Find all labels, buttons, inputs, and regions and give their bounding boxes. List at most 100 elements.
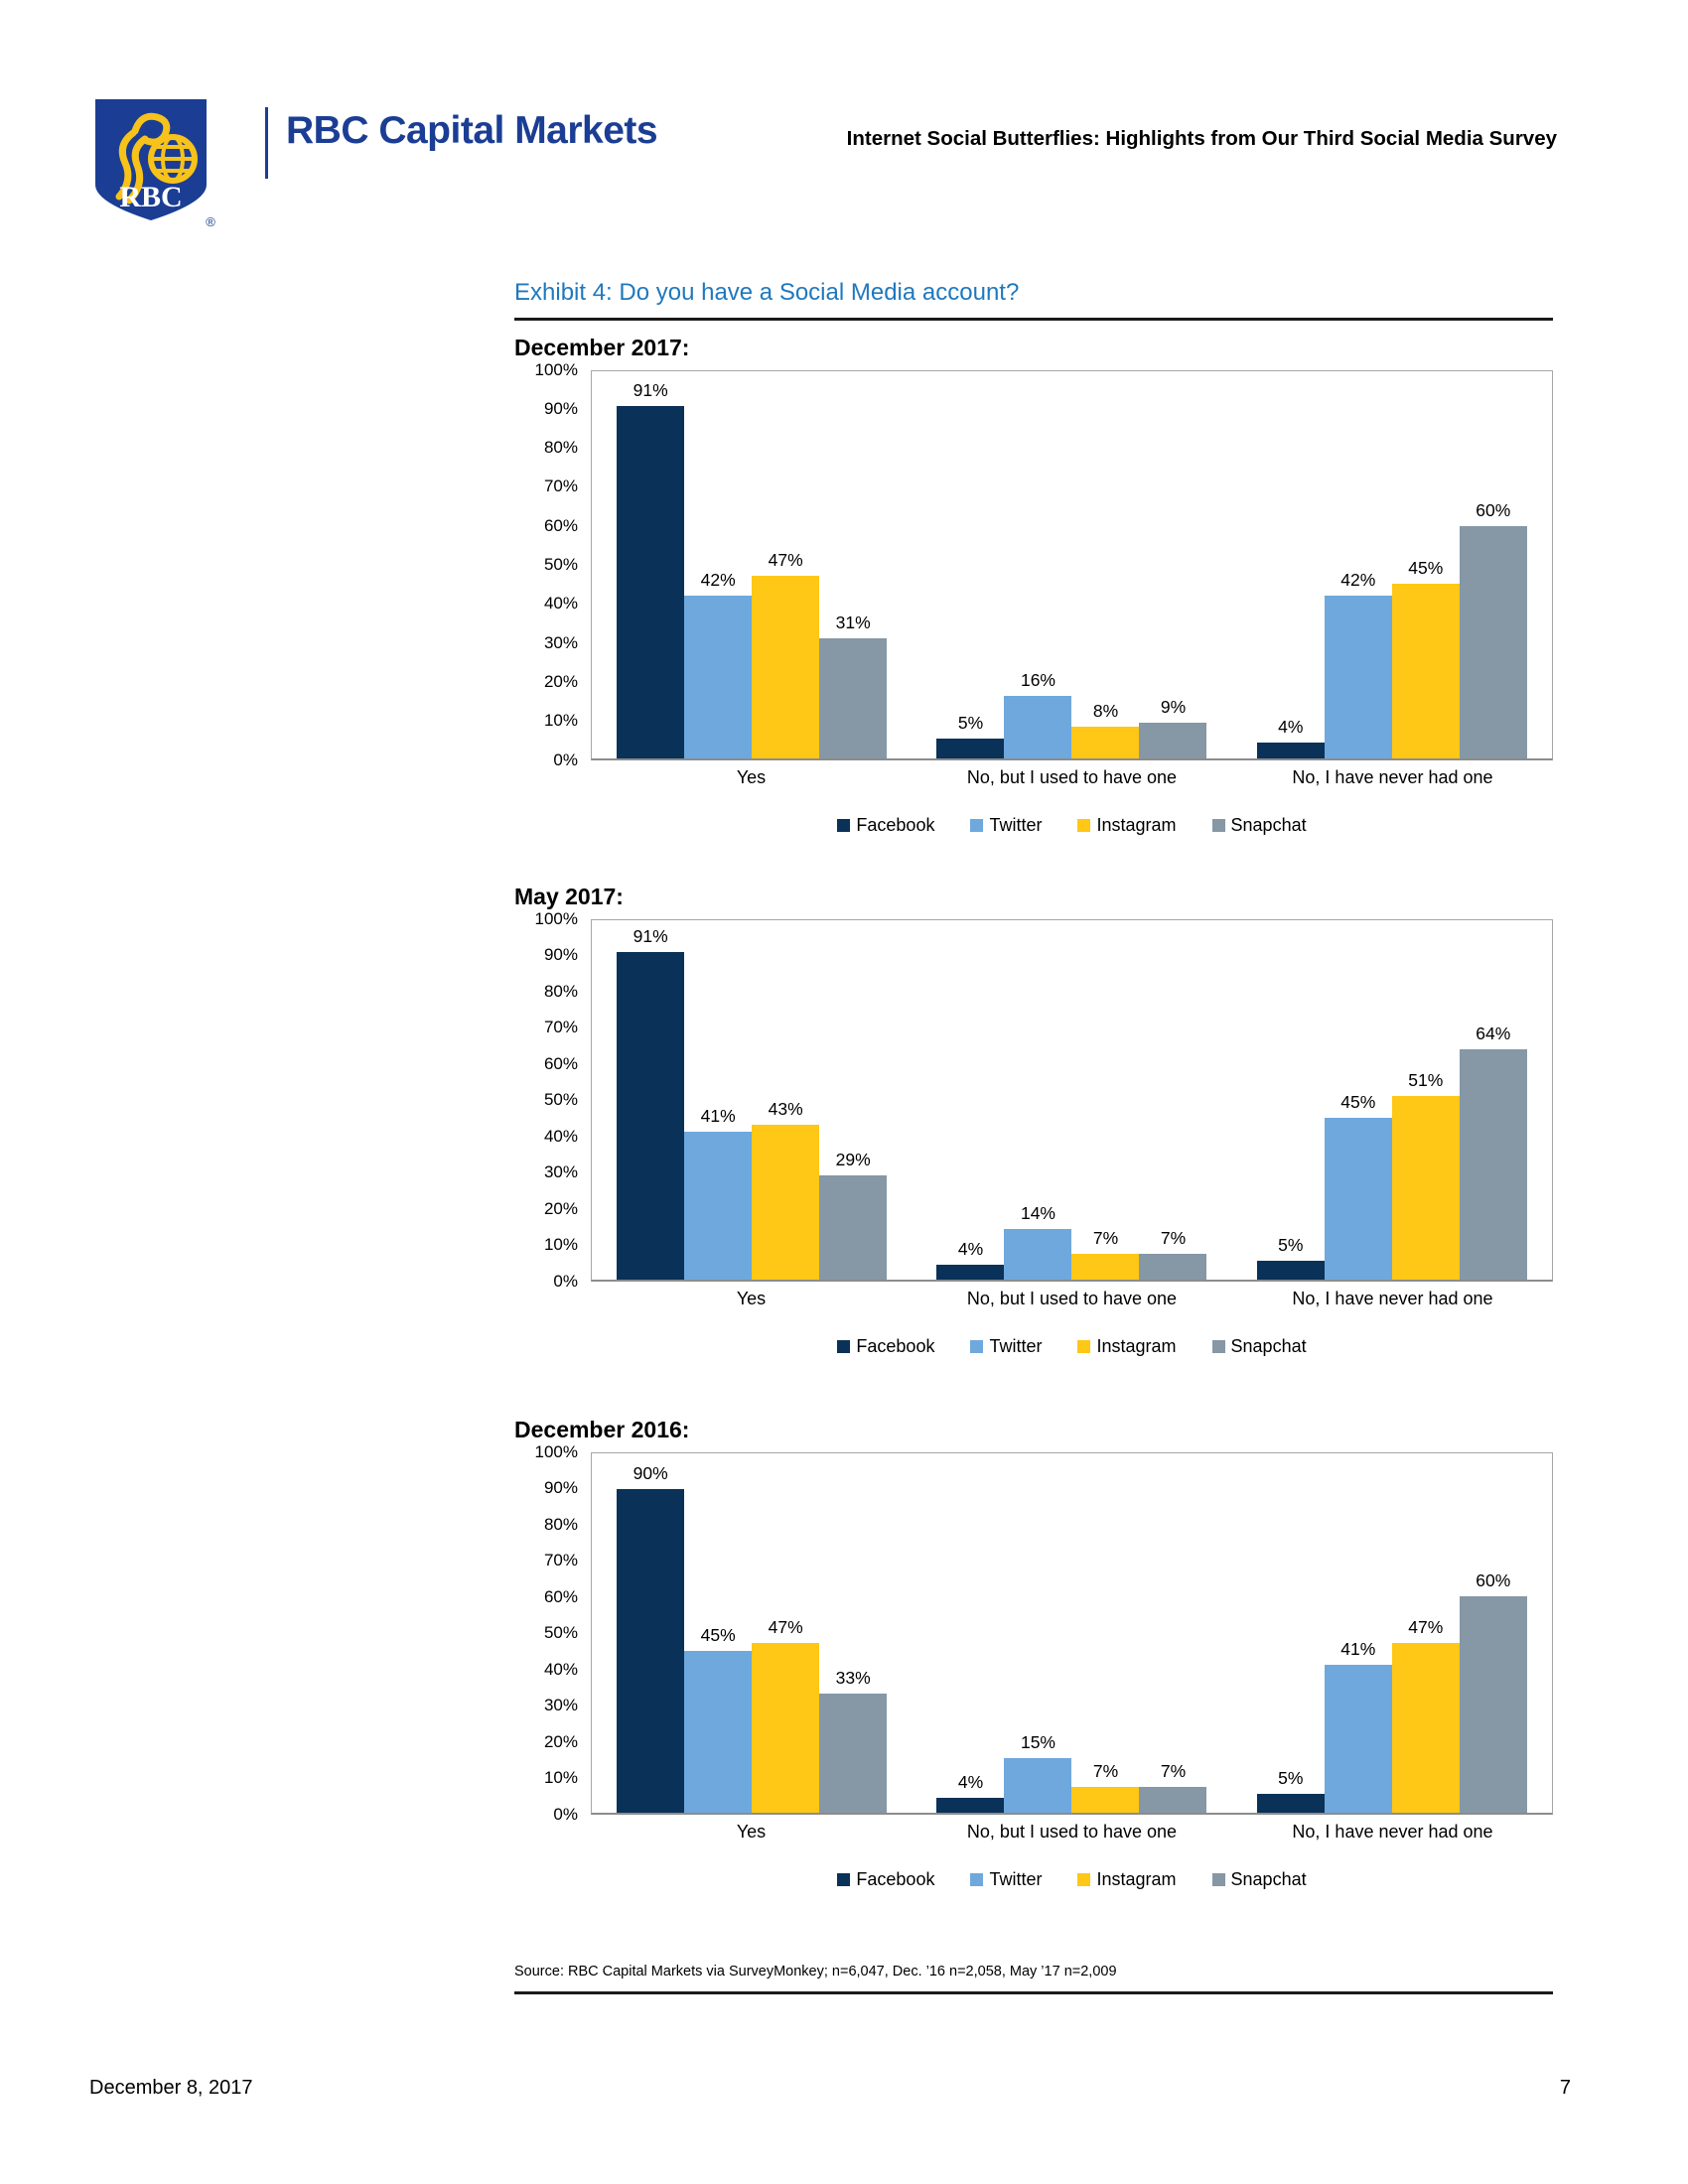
bar-value-label: 4% <box>1278 716 1304 737</box>
bar-snapchat: 7% <box>1139 1761 1207 1813</box>
legend-label: Facebook <box>856 1335 935 1356</box>
bar-chart: 100% 90% 80% 70% 60% 50% 40% 30% 20% 10% 0% 90% 45% 4… <box>514 1442 1553 1890</box>
bar-value-label: 7% <box>1092 1761 1119 1782</box>
legend-label: Snapchat <box>1230 1335 1307 1356</box>
plot-area: 90% 45% 47% 33% 4% 15% 7% 7% 5% 41% 47% 60% <box>591 1451 1553 1815</box>
bar-value-label: 16% <box>1020 670 1055 691</box>
bar-value-label: 7% <box>1160 1761 1187 1782</box>
y-axis: 100% 90% 80% 70% 60% 50% 40% 30% 20% 10% 0% <box>514 1442 591 1824</box>
bar-value-label: 60% <box>1476 499 1511 520</box>
y-axis-tick-label: 0% <box>553 1804 578 1824</box>
document-title: Internet Social Butterflies: Highlights … <box>846 127 1557 150</box>
bar-snapchat: 60% <box>1459 1570 1527 1813</box>
x-axis-labels: Yes No, but I used to have one No, I have … <box>591 767 1553 788</box>
bar-instagram: 45% <box>1391 558 1460 758</box>
bar-group: 5% 16% 8% 9% <box>912 371 1231 758</box>
x-axis-category-label: Yes <box>736 1821 767 1842</box>
legend-swatch-icon <box>837 1872 851 1886</box>
bar-snapchat: 64% <box>1459 1024 1527 1280</box>
y-axis-tick-label: 40% <box>543 594 578 614</box>
bar-facebook: 4% <box>936 1239 1005 1280</box>
legend-label: Snapchat <box>1230 814 1307 835</box>
source-note: Source: RBC Capital Markets via SurveyMo… <box>514 1963 1117 1979</box>
bar-value-label: 47% <box>768 1617 803 1638</box>
y-axis-tick-label: 50% <box>543 1090 578 1109</box>
legend-label: Twitter <box>989 1868 1043 1889</box>
y-axis-tick-label: 0% <box>553 1271 578 1291</box>
rbc-shield-icon: RBC ® <box>95 99 215 229</box>
bar-snapchat: 31% <box>819 613 888 758</box>
chart-legend: Facebook Twitter Instagram Snapchat <box>591 1869 1553 1890</box>
bar-value-label: 41% <box>1340 1639 1376 1660</box>
bar-instagram: 7% <box>1071 1228 1140 1280</box>
bar-twitter: 15% <box>1004 1732 1072 1813</box>
chart-period-title: May 2017: <box>514 883 624 909</box>
bar-value-label: 45% <box>700 1624 736 1645</box>
y-axis: 100% 90% 80% 70% 60% 50% 40% 30% 20% 10% 0% <box>514 360 591 769</box>
bar-twitter: 45% <box>684 1625 753 1813</box>
bar-value-label: 15% <box>1020 1732 1055 1753</box>
y-axis-tick-label: 80% <box>543 438 578 458</box>
bar-group: 90% 45% 47% 33% <box>592 1453 912 1813</box>
legend-item-facebook: Facebook <box>837 1869 934 1890</box>
exhibit-section: Exhibit 4: Do you have a Social Media ac… <box>514 279 1553 1994</box>
legend-label: Facebook <box>856 814 935 835</box>
x-axis-labels: Yes No, but I used to have one No, I have … <box>591 1822 1553 1843</box>
chart-body: 100% 90% 80% 70% 60% 50% 40% 30% 20% 10% 0% 91% 42% 4… <box>514 360 1553 769</box>
bar-twitter: 41% <box>1324 1639 1392 1813</box>
bar-instagram: 47% <box>752 1617 820 1813</box>
bar-instagram: 47% <box>752 550 820 758</box>
exhibit-bottom-rule <box>514 1990 1553 1994</box>
bar-value-label: 14% <box>1020 1202 1055 1223</box>
bar-value-label: 90% <box>633 1462 668 1483</box>
brand-divider <box>265 107 268 179</box>
y-axis-tick-label: 60% <box>543 515 578 535</box>
legend-item-instagram: Instagram <box>1077 1869 1177 1890</box>
exhibit-top-rule <box>514 318 1553 321</box>
y-axis-tick-label: 100% <box>534 1441 578 1461</box>
legend-swatch-icon <box>1077 818 1091 832</box>
legend-item-snapchat: Snapchat <box>1211 814 1307 836</box>
legend-label: Facebook <box>856 1868 935 1889</box>
bar-facebook: 5% <box>1256 1235 1325 1280</box>
bar-value-label: 8% <box>1092 701 1119 722</box>
bar-value-label: 4% <box>957 1772 984 1793</box>
bar-value-label: 5% <box>1278 1235 1304 1256</box>
plot-area: 91% 41% 43% 29% 4% 14% 7% 7% 5% 45% 51% 64% <box>591 918 1553 1282</box>
bar-value-label: 45% <box>1340 1091 1376 1112</box>
y-axis-tick-label: 40% <box>543 1126 578 1146</box>
y-axis-tick-label: 0% <box>553 750 578 769</box>
y-axis-tick-label: 80% <box>543 981 578 1001</box>
bar-group: 91% 41% 43% 29% <box>592 920 912 1280</box>
rbc-logo-text: RBC <box>119 181 182 213</box>
legend-swatch-icon <box>1211 1339 1225 1353</box>
y-axis-tick-label: 60% <box>543 1586 578 1606</box>
legend-item-snapchat: Snapchat <box>1211 1335 1307 1357</box>
y-axis-tick-label: 90% <box>543 945 578 964</box>
bar-instagram: 7% <box>1071 1761 1140 1813</box>
y-axis: 100% 90% 80% 70% 60% 50% 40% 30% 20% 10% 0% <box>514 909 591 1291</box>
chart-legend: Facebook Twitter Instagram Snapchat <box>591 815 1553 836</box>
legend-swatch-icon <box>970 1339 984 1353</box>
bar-group: 5% 41% 47% 60% <box>1232 1453 1552 1813</box>
bar-facebook: 4% <box>1256 717 1325 758</box>
bar-value-label: 7% <box>1160 1228 1187 1249</box>
bar-instagram: 47% <box>1391 1617 1460 1813</box>
chart-period-title: December 2016: <box>514 1416 690 1442</box>
bar-twitter: 14% <box>1004 1203 1072 1280</box>
legend-item-facebook: Facebook <box>837 815 934 836</box>
bar-value-label: 47% <box>768 550 803 571</box>
legend-swatch-icon <box>1077 1872 1091 1886</box>
bar-value-label: 33% <box>835 1668 871 1689</box>
bar-value-label: 42% <box>1340 569 1376 590</box>
legend-swatch-icon <box>1077 1339 1091 1353</box>
bar-twitter: 42% <box>684 570 753 758</box>
y-axis-tick-label: 30% <box>543 1696 578 1714</box>
y-axis-tick-label: 10% <box>543 711 578 731</box>
chart-period-title: December 2017: <box>514 334 690 360</box>
bar-instagram: 43% <box>752 1099 820 1280</box>
bar-group: 4% 14% 7% 7% <box>912 920 1231 1280</box>
bar-facebook: 91% <box>617 380 685 758</box>
y-axis-tick-label: 100% <box>534 908 578 928</box>
legend-item-twitter: Twitter <box>970 1869 1042 1890</box>
